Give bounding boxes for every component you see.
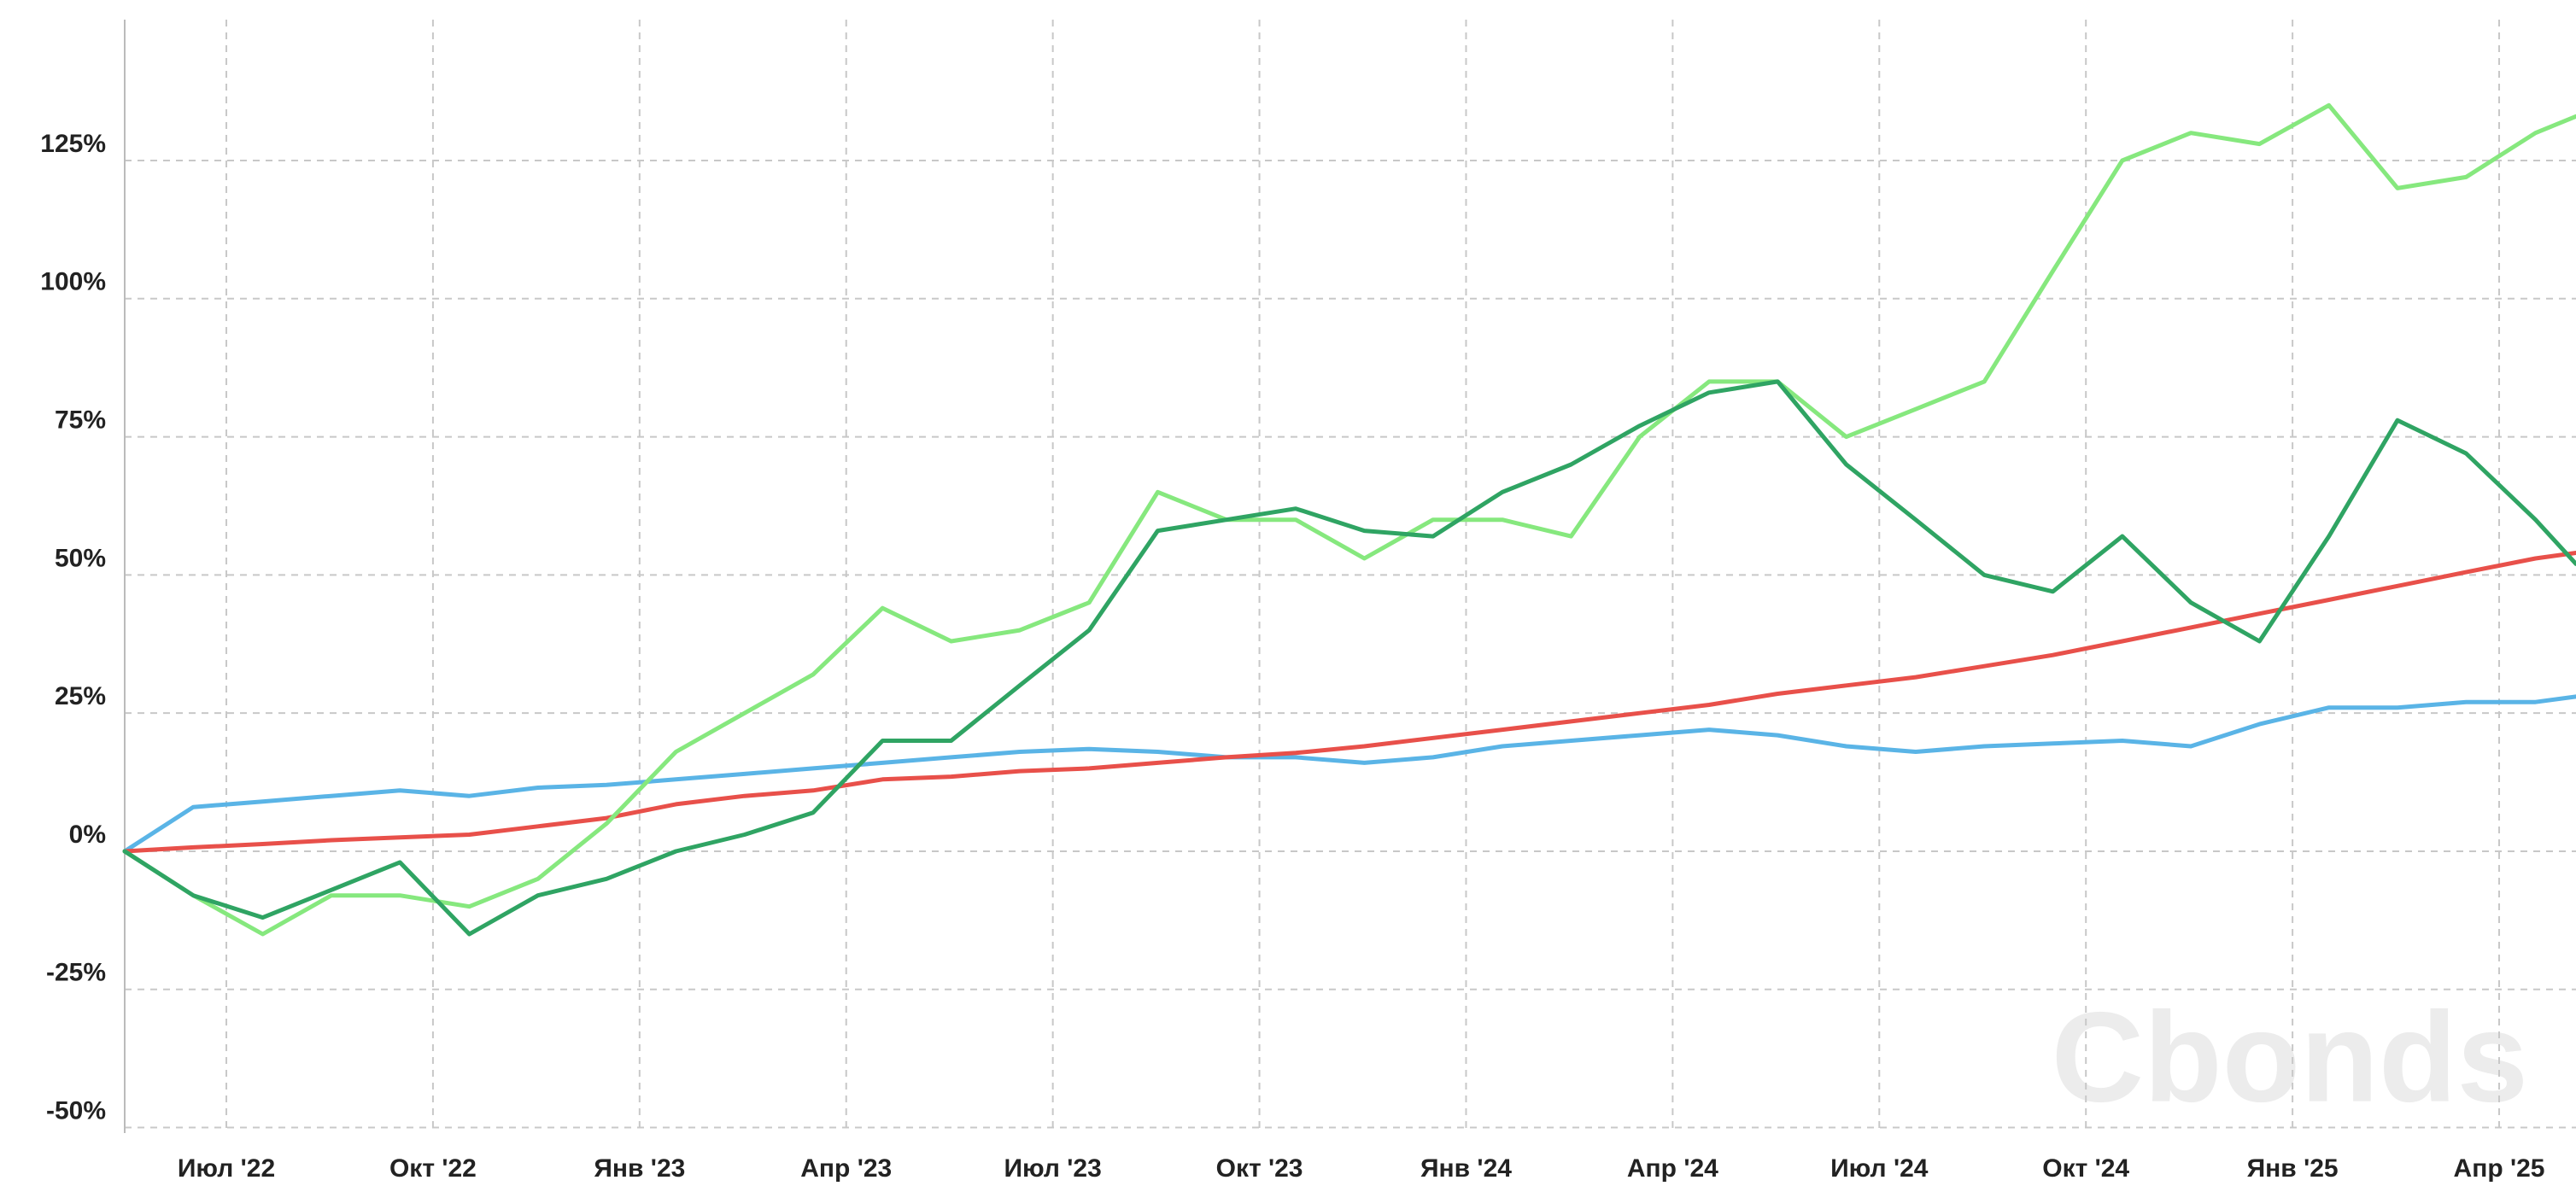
- x-tick-label: Июл '23: [1004, 1154, 1101, 1183]
- x-tick-label: Окт '23: [1216, 1154, 1303, 1183]
- y-tick-label: -25%: [46, 959, 106, 987]
- y-tick-label: 25%: [55, 682, 106, 710]
- x-tick-label: Янв '24: [1420, 1154, 1512, 1183]
- y-tick-label: 0%: [69, 821, 106, 849]
- series-line: [122, 102, 2576, 937]
- y-tick-label: 75%: [55, 406, 106, 435]
- series-line: [122, 551, 2576, 854]
- watermark: Cbonds: [2052, 985, 2528, 1129]
- x-tick-label: Июл '24: [1830, 1154, 1929, 1183]
- series-line: [122, 694, 2576, 854]
- x-tick-label: Янв '23: [594, 1154, 685, 1183]
- x-tick-label: Окт '22: [389, 1154, 477, 1183]
- series-line: [122, 379, 2576, 937]
- y-tick-label: -50%: [46, 1096, 106, 1125]
- x-tick-label: Янв '25: [2247, 1154, 2339, 1183]
- x-tick-label: Апр '24: [1627, 1154, 1718, 1183]
- y-tick-label: 100%: [40, 268, 106, 296]
- y-tick-label: 50%: [55, 544, 106, 572]
- x-tick-label: Июл '22: [178, 1154, 275, 1183]
- x-tick-label: Апр '23: [800, 1154, 892, 1183]
- x-tick-label: Апр '25: [2454, 1154, 2545, 1183]
- y-tick-label: 125%: [40, 130, 106, 158]
- x-tick-label: Окт '24: [2042, 1154, 2129, 1183]
